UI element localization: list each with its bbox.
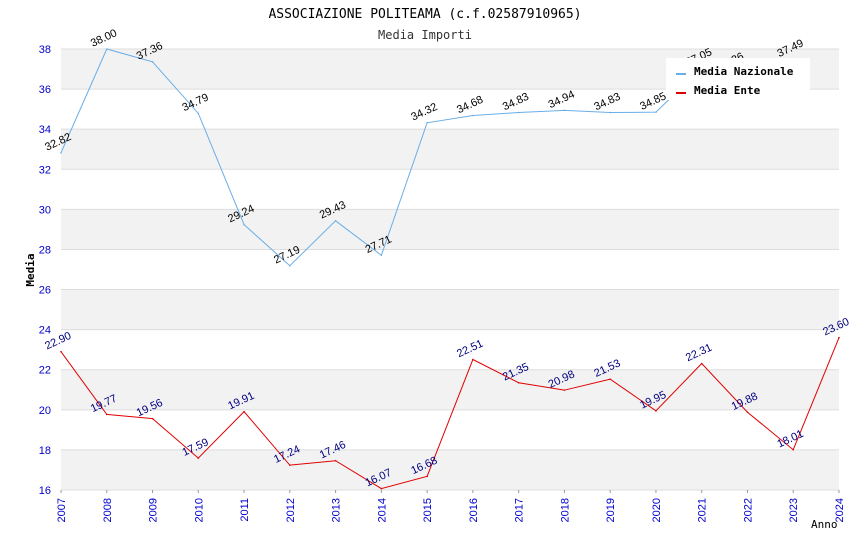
x-tick-label: 2013 [331, 498, 343, 522]
grid-band [61, 249, 839, 290]
data-point [609, 378, 611, 380]
data-point [472, 358, 474, 361]
x-tick-label: 2020 [651, 498, 663, 522]
data-label: 38.00 [89, 27, 119, 50]
x-tick-label: 2017 [514, 498, 526, 522]
data-point [655, 111, 657, 113]
data-point [563, 109, 566, 112]
x-tick-label: 2019 [605, 498, 617, 522]
data-point [472, 114, 474, 117]
data-point [517, 381, 520, 384]
x-tick-label: 2014 [376, 498, 388, 522]
x-tick-label: 2008 [102, 498, 114, 522]
x-tick-label: 2018 [559, 498, 571, 522]
data-point [655, 410, 657, 412]
x-tick-label: 2021 [697, 498, 709, 522]
data-point [609, 111, 611, 114]
x-tick-label: 2010 [193, 498, 205, 522]
grid-band [61, 209, 839, 250]
grid-band [61, 369, 839, 410]
data-point [289, 464, 291, 466]
data-point [517, 111, 520, 114]
y-axis: 16 18 20 22 24 26 28 30 32 34 36 38 [39, 44, 51, 497]
grid-band [61, 409, 839, 450]
data-point [60, 350, 62, 353]
data-point [151, 417, 154, 420]
data-point [426, 121, 428, 124]
y-tick-label: 20 [39, 405, 51, 417]
x-tick-label: 2023 [788, 498, 800, 522]
data-point [105, 413, 108, 416]
grid-bands [61, 48, 839, 491]
x-tick-label: 2012 [285, 498, 297, 522]
data-point [746, 411, 749, 414]
y-tick-label: 36 [39, 84, 51, 96]
y-tick-label: 24 [39, 325, 51, 337]
data-point [838, 336, 840, 339]
x-tick-label: 2009 [148, 498, 160, 522]
grid-band [61, 329, 839, 370]
data-point [105, 48, 108, 50]
y-tick-label: 26 [39, 285, 51, 297]
grid-band [61, 289, 839, 330]
grid-band [61, 169, 839, 210]
x-axis-label: Anno [811, 518, 838, 531]
legend-entry: Media Ente [694, 84, 761, 97]
chart-title: ASSOCIAZIONE POLITEAMA (c.f.02587910965) [268, 7, 581, 22]
chart-subtitle: Media Importi [378, 28, 472, 42]
data-point [426, 475, 428, 478]
y-tick-label: 16 [39, 485, 51, 497]
y-tick-label: 18 [39, 445, 51, 457]
grid-band [61, 129, 839, 170]
x-tick-label: 2024 [834, 498, 846, 522]
y-tick-label: 22 [39, 365, 51, 377]
data-point [289, 264, 291, 267]
x-tick-label: 2015 [422, 498, 434, 522]
data-point [380, 254, 383, 257]
data-point [563, 389, 566, 391]
legend-entry: Media Nazionale [694, 65, 794, 78]
data-point [334, 219, 337, 222]
y-tick-label: 30 [39, 204, 51, 216]
data-point [334, 459, 337, 462]
data-point [700, 362, 703, 365]
x-tick-label: 2011 [239, 498, 251, 522]
y-tick-label: 34 [39, 124, 51, 136]
grid-band [61, 449, 839, 490]
legend: Media Nazionale Media Ente [666, 58, 810, 100]
data-point [197, 112, 200, 115]
data-point [792, 448, 795, 451]
x-axis: 2007 2008 2009 2010 2011 2012 2013 2014 2015 2016… [56, 490, 846, 522]
data-point [243, 223, 245, 226]
data-point [151, 61, 154, 63]
x-tick-label: 2016 [468, 498, 480, 522]
data-point [243, 410, 245, 413]
data-point [60, 152, 62, 154]
y-tick-label: 32 [39, 164, 51, 176]
data-point [197, 457, 200, 459]
x-tick-label: 2007 [56, 498, 68, 522]
y-axis-label: Media [24, 253, 37, 286]
series-line-media-ente [60, 337, 840, 490]
y-tick-label: 38 [39, 44, 51, 56]
x-tick-label: 2022 [742, 498, 754, 522]
data-point [380, 487, 383, 490]
y-tick-label: 28 [39, 244, 51, 256]
legend-background [666, 58, 810, 100]
